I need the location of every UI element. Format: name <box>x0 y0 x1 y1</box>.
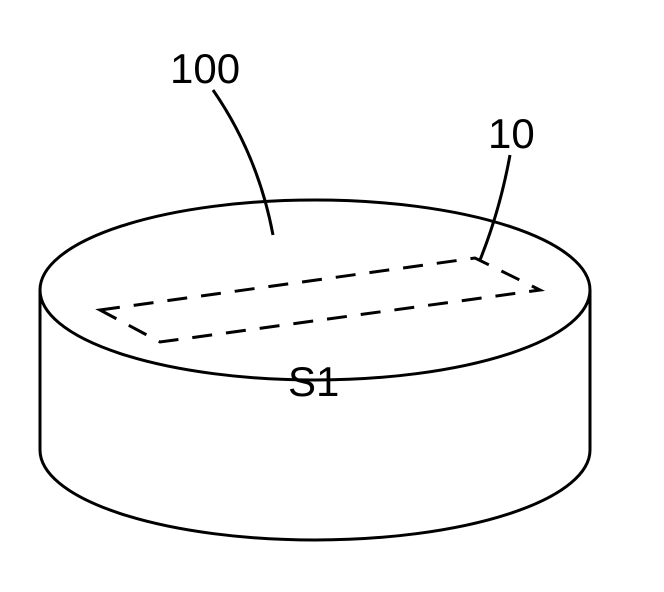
diagram-canvas <box>0 0 664 592</box>
leader-left <box>213 90 273 235</box>
label-100: 100 <box>170 45 240 93</box>
label-s1: S1 <box>288 358 339 406</box>
dashed-region <box>100 258 540 342</box>
leader-right <box>480 155 510 260</box>
cylinder-bottom-arc <box>40 450 590 540</box>
cylinder-top <box>40 200 590 380</box>
label-10: 10 <box>488 110 535 158</box>
